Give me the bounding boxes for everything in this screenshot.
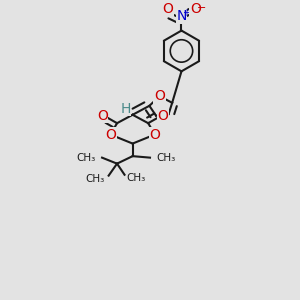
Text: O: O bbox=[190, 2, 201, 16]
Text: O: O bbox=[162, 2, 173, 16]
Text: −: − bbox=[197, 3, 206, 13]
Text: O: O bbox=[154, 89, 165, 103]
Text: +: + bbox=[182, 8, 190, 18]
Text: CH₃: CH₃ bbox=[126, 173, 145, 183]
Text: CH₃: CH₃ bbox=[77, 153, 96, 163]
Text: O: O bbox=[149, 128, 160, 142]
Text: N: N bbox=[176, 9, 187, 23]
Text: O: O bbox=[97, 109, 108, 123]
Text: CH₃: CH₃ bbox=[157, 153, 176, 163]
Text: O: O bbox=[105, 128, 116, 142]
Text: O: O bbox=[158, 109, 168, 123]
Text: H: H bbox=[120, 102, 130, 116]
Text: CH₃: CH₃ bbox=[85, 174, 104, 184]
